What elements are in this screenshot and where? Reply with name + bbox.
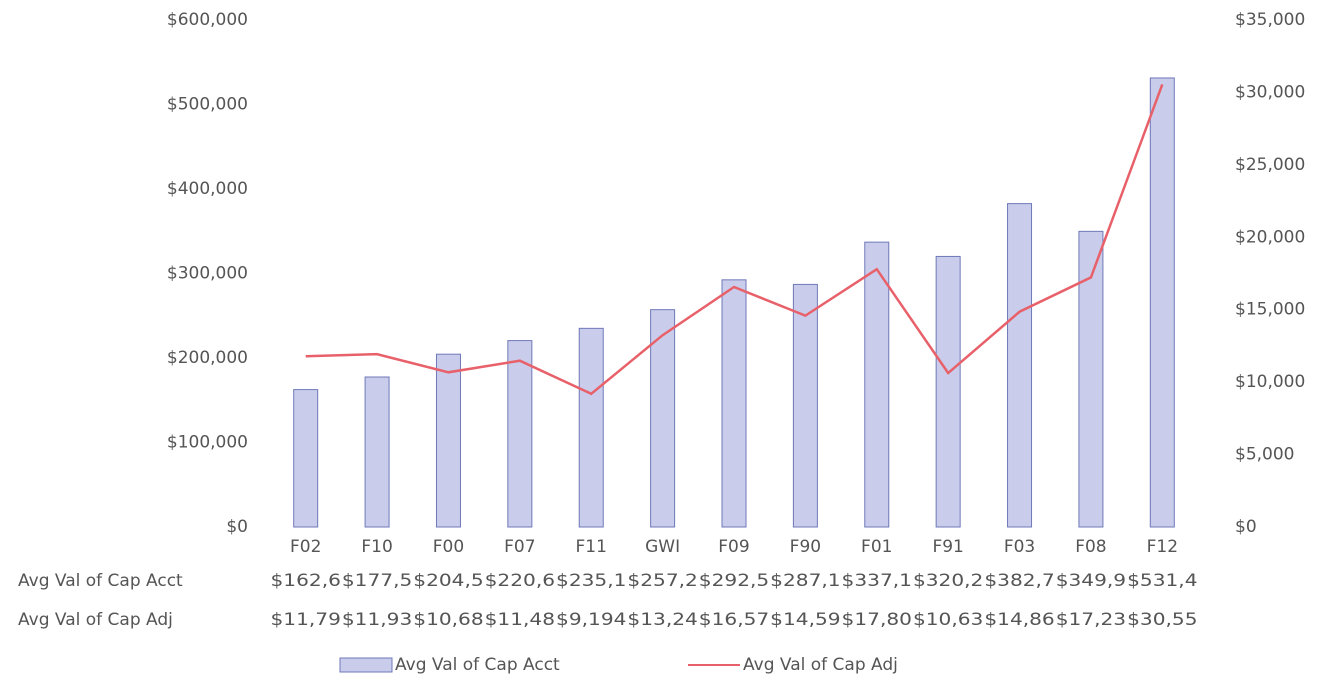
table-cell: $287,1	[770, 571, 840, 591]
bar	[578, 327, 604, 528]
table-cell: $13,24	[627, 610, 697, 630]
table-cell: $292,5	[699, 571, 769, 591]
x-tick-label: F91	[932, 537, 963, 557]
bar	[435, 353, 461, 528]
table-cell: $382,7	[984, 571, 1054, 591]
table-cell: $16,57	[699, 610, 769, 630]
legend-label: Avg Val of Cap Acct	[395, 655, 560, 675]
table-cell: $11,48	[485, 610, 555, 630]
bar	[507, 340, 533, 528]
bar	[364, 376, 390, 528]
y2-tick-label: $5,000	[1235, 445, 1294, 465]
table-cell: $220,6	[485, 571, 555, 591]
y-tick-label: $100,000	[167, 433, 248, 453]
legend-swatch	[339, 657, 393, 673]
table-cell: $177,5	[342, 571, 412, 591]
y2-tick-label: $10,000	[1235, 372, 1305, 392]
bar	[650, 309, 676, 528]
x-tick-label: F02	[290, 537, 321, 557]
table-cell: $17,23	[1056, 610, 1126, 630]
y2-tick-label: $30,000	[1235, 82, 1305, 102]
y2-tick-label: $0	[1235, 517, 1257, 537]
table-cell: $337,1	[842, 571, 912, 591]
bar	[864, 241, 890, 528]
x-tick-label: GWI	[645, 537, 680, 557]
legend-label: Avg Val of Cap Adj	[743, 655, 898, 675]
table-cell: $320,2	[913, 571, 983, 591]
table-row-label: Avg Val of Cap Acct	[18, 571, 183, 591]
x-tick-label: F09	[718, 537, 749, 557]
table-cell: $531,4	[1127, 571, 1197, 591]
y2-tick-label: $25,000	[1235, 155, 1305, 175]
y-tick-label: $500,000	[167, 95, 248, 115]
bar	[792, 283, 818, 528]
table-cell: $14,86	[984, 610, 1054, 630]
bar	[293, 389, 319, 528]
bar	[1149, 77, 1175, 528]
x-tick-label: F01	[861, 537, 892, 557]
x-tick-label: F12	[1147, 537, 1178, 557]
table-cell: $162,6	[271, 571, 341, 591]
table-cell: $204,5	[413, 571, 483, 591]
y-tick-label: $400,000	[167, 179, 248, 199]
bar	[1007, 203, 1033, 528]
table-row-label: Avg Val of Cap Adj	[18, 610, 173, 630]
y2-tick-label: $35,000	[1235, 10, 1305, 30]
y-tick-label: $300,000	[167, 264, 248, 284]
x-tick-label: F03	[1004, 537, 1035, 557]
x-tick-label: F90	[790, 537, 821, 557]
table-cell: $235,1	[556, 571, 626, 591]
table-cell: $10,68	[413, 610, 483, 630]
x-tick-label: F11	[576, 537, 607, 557]
y2-tick-label: $20,000	[1235, 227, 1305, 247]
y-tick-label: $600,000	[167, 10, 248, 30]
table-cell: $349,9	[1056, 571, 1126, 591]
x-tick-label: F08	[1075, 537, 1106, 557]
y-tick-label: $0	[226, 517, 248, 537]
y2-tick-label: $15,000	[1235, 300, 1305, 320]
table-cell: $30,55	[1127, 610, 1197, 630]
bar	[721, 279, 747, 528]
x-tick-label: F10	[361, 537, 392, 557]
table-cell: $14,59	[770, 610, 840, 630]
table-cell: $17,80	[842, 610, 912, 630]
table-cell: $9,194	[556, 610, 626, 630]
table-cell: $257,2	[627, 571, 697, 591]
bar	[935, 255, 961, 528]
y-tick-label: $200,000	[167, 348, 248, 368]
line	[305, 84, 1164, 396]
table-cell: $11,79	[271, 610, 341, 630]
table-cell: $10,63	[913, 610, 983, 630]
x-tick-label: F00	[433, 537, 464, 557]
x-tick-label: F07	[504, 537, 535, 557]
table-cell: $11,93	[342, 610, 412, 630]
